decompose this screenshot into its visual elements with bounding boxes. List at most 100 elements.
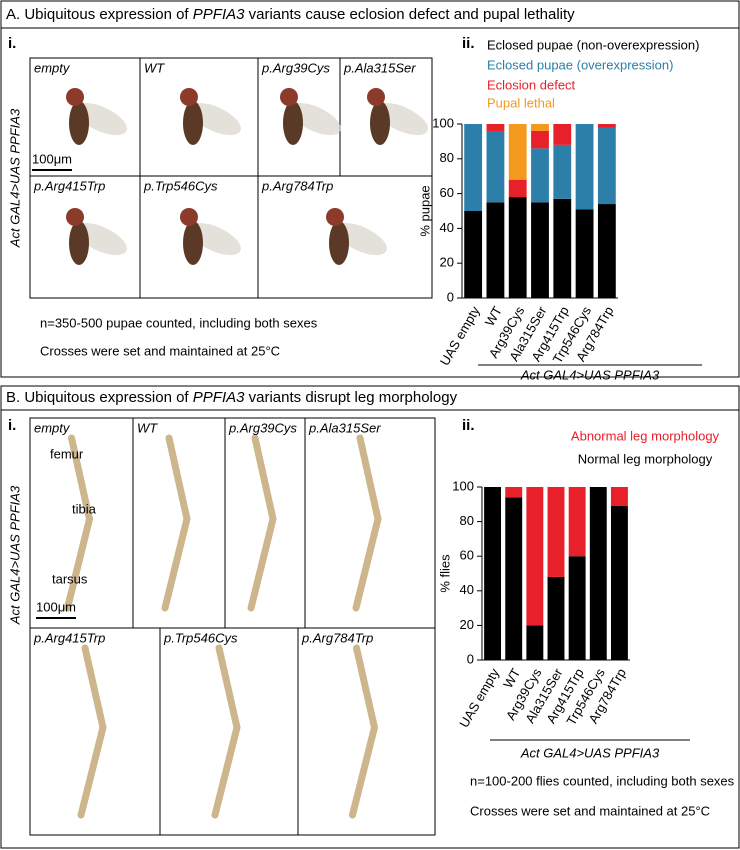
panel-b-border	[0, 385, 740, 849]
fly-head	[66, 88, 84, 106]
bar-segment	[575, 209, 594, 298]
sub-label: i.	[8, 417, 16, 434]
bar-segment	[508, 124, 527, 180]
sub-label: ii.	[462, 35, 475, 52]
note: n=100-200 flies counted, including both …	[470, 773, 735, 788]
bar-segment	[486, 130, 505, 203]
scale-label: 100μm	[36, 599, 76, 614]
leg-shape	[352, 434, 382, 612]
legend-entry: Eclosed pupae (overexpression)	[487, 57, 673, 72]
panel-a-border	[0, 0, 740, 378]
fly-body	[283, 101, 303, 145]
y-tick-label: 40	[440, 220, 454, 235]
photo-label: p.Ala315Ser	[343, 60, 416, 75]
leg-shape	[161, 434, 191, 612]
bar-segment	[531, 124, 549, 131]
scale-label: 100μm	[32, 151, 72, 166]
bar-segment	[464, 211, 483, 298]
leg-shape	[64, 434, 94, 612]
bar-segment	[597, 204, 616, 298]
bar-segment	[486, 202, 505, 298]
legend-entry: Abnormal leg morphology	[571, 428, 720, 443]
y-tick-label: 100	[452, 478, 474, 493]
fly-body	[69, 221, 89, 265]
x-axis-label: Act GAL4>UAS PPFIA3	[520, 745, 660, 760]
fly-head	[280, 88, 298, 106]
fly-body	[183, 221, 203, 265]
photo-label: p.Arg415Trp	[33, 178, 105, 193]
bar-segment	[486, 124, 505, 131]
bar-segment	[610, 506, 628, 660]
y-tick-label: 20	[460, 617, 474, 632]
fly-head	[66, 208, 84, 226]
x-tick-label: UAS empty	[437, 303, 483, 368]
fly-wing	[189, 102, 241, 136]
photo-label: p.Arg784Trp	[261, 178, 333, 193]
title-part: variants cause eclosion defect and pupal…	[244, 6, 575, 23]
legend-entry: Eclosion defect	[487, 77, 576, 92]
leg-part-label: tarsus	[52, 571, 88, 586]
photo-label: p.Trp546Cys	[143, 178, 218, 193]
leg-shape	[247, 434, 277, 612]
title-part: PPFIA3	[193, 6, 245, 23]
bar-segment	[526, 487, 544, 626]
legend-entry: Normal leg morphology	[578, 451, 713, 466]
bar-segment	[597, 124, 616, 128]
bar-segment	[531, 130, 549, 149]
bar-segment	[568, 487, 586, 557]
y-tick-label: 0	[447, 289, 454, 304]
x-axis-label: Act GAL4>UAS PPFIA3	[520, 367, 660, 382]
note: Crosses were set and maintained at 25°C	[470, 803, 710, 818]
bar-segment	[547, 576, 565, 660]
y-axis-label: % flies	[437, 554, 452, 593]
panel-a-title: A. Ubiquitous expression of PPFIA3 varia…	[6, 6, 575, 23]
photo-label: empty	[34, 420, 71, 435]
leg-shape	[77, 644, 107, 819]
sub-label: i.	[8, 35, 16, 52]
sub-label: ii.	[462, 417, 475, 434]
fly-head	[180, 88, 198, 106]
bar-segment	[568, 556, 586, 660]
leg-part-label: tibia	[72, 501, 97, 516]
bar-segment	[505, 497, 523, 660]
bar-segment	[553, 124, 572, 145]
title-part: PPFIA3	[193, 389, 245, 406]
photo-frame	[29, 57, 433, 299]
bar-segment	[553, 144, 572, 199]
fly-body	[183, 101, 203, 145]
y-axis-label: % pupae	[417, 185, 432, 236]
y-tick-label: 20	[440, 255, 454, 270]
y-tick-label: 60	[440, 185, 454, 200]
y-tick-label: 100	[432, 115, 454, 130]
y-tick-label: 60	[460, 548, 474, 563]
bar-segment	[610, 487, 628, 507]
fly-wing	[335, 222, 387, 256]
legend-entry: Eclosed pupae (non-overexpression)	[487, 37, 699, 52]
fly-head	[367, 88, 385, 106]
fly-head	[326, 208, 344, 226]
x-tick-label: UAS empty	[456, 665, 502, 730]
bar-segment	[484, 487, 502, 660]
fly-body	[329, 221, 349, 265]
title-part: B. Ubiquitous expression of	[6, 389, 193, 406]
photo-label: WT	[144, 60, 165, 75]
leg-shape	[211, 644, 241, 819]
photo-label: p.Trp546Cys	[163, 630, 238, 645]
bar-segment	[505, 487, 523, 498]
title-part: variants disrupt leg morphology	[244, 389, 457, 406]
photo-label: empty	[34, 60, 71, 75]
bar-segment	[597, 127, 616, 205]
photo-label: WT	[137, 420, 158, 435]
bar-segment	[553, 198, 572, 298]
note: n=350-500 pupae counted, including both …	[40, 315, 318, 330]
bar-segment	[547, 487, 565, 577]
fly-wing	[189, 222, 241, 256]
bar-segment	[508, 197, 527, 298]
photo-label: p.Arg39Cys	[261, 60, 330, 75]
title-part: A. Ubiquitous expression of	[6, 6, 193, 23]
y-tick-label: 80	[440, 150, 454, 165]
bar-segment	[575, 124, 594, 210]
y-tick-label: 80	[460, 513, 474, 528]
bar-segment	[531, 202, 549, 298]
